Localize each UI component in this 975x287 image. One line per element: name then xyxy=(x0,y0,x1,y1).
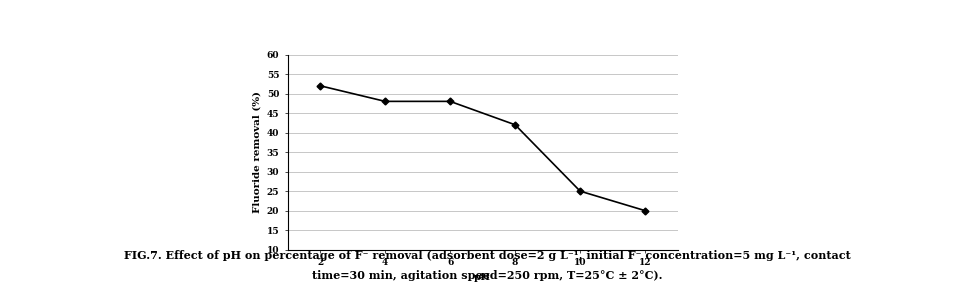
X-axis label: pH: pH xyxy=(474,273,491,282)
Text: time=30 min, agitation speed=250 rpm, T=25°C ± 2°C).: time=30 min, agitation speed=250 rpm, T=… xyxy=(312,270,663,281)
Text: FIG.7. Effect of pH on percentage of F⁻ removal (adsorbent dose=2 g L⁻¹, initial: FIG.7. Effect of pH on percentage of F⁻ … xyxy=(124,250,851,261)
Y-axis label: Fluoride removal (%): Fluoride removal (%) xyxy=(253,91,261,213)
